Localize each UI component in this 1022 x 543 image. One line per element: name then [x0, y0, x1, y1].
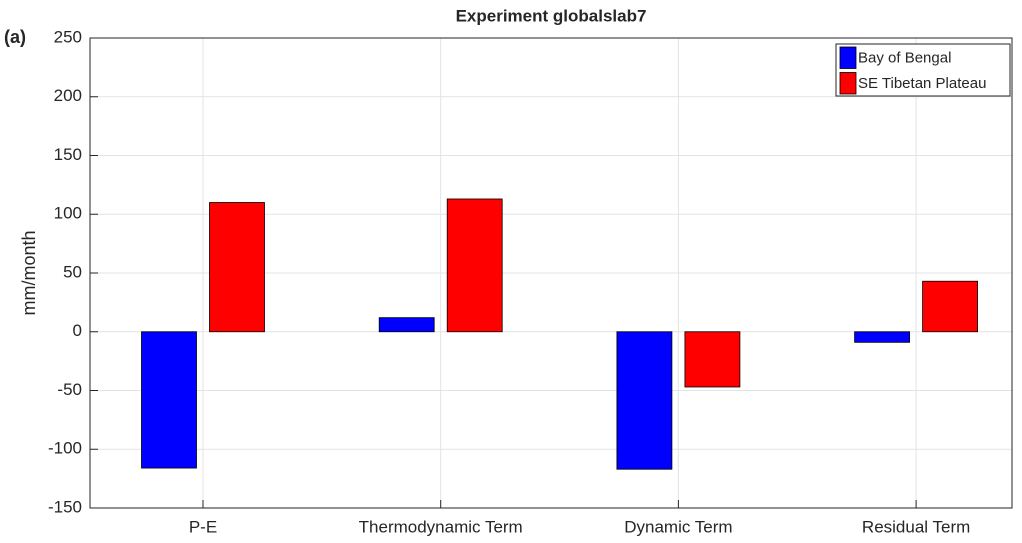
- panel-label: (a): [4, 27, 26, 47]
- legend-label: SE Tibetan Plateau: [858, 75, 986, 92]
- bar: [209, 202, 265, 333]
- y-tick-label: 250: [54, 27, 82, 46]
- legend: Bay of Bengal SE Tibetan Plateau: [835, 43, 1011, 97]
- bar: [141, 331, 197, 469]
- chart-title: Experiment globalslab7: [456, 6, 647, 25]
- x-tick-label: Dynamic Term: [624, 517, 732, 536]
- y-tick-label: -150: [48, 497, 82, 516]
- bar: [854, 331, 910, 343]
- y-tick-label: 200: [54, 86, 82, 105]
- legend-swatch: [839, 72, 857, 95]
- y-tick-label: 0: [73, 321, 82, 340]
- bar: [446, 198, 503, 333]
- plot-frame: [89, 37, 1013, 509]
- bar: [922, 280, 978, 333]
- y-tick-label: 150: [54, 145, 82, 164]
- bar: [684, 331, 741, 388]
- y-axis-label: mm/month: [19, 230, 39, 315]
- y-tick-label: 50: [63, 262, 82, 281]
- y-tick-label: -100: [48, 439, 82, 458]
- bar: [616, 331, 673, 470]
- legend-swatch: [839, 46, 857, 69]
- x-tick-label: Residual Term: [862, 517, 970, 536]
- x-tick-label: P-E: [189, 517, 217, 536]
- x-tick-label: Thermodynamic Term: [359, 517, 523, 536]
- bar: [378, 317, 435, 333]
- legend-box: [835, 43, 1011, 97]
- y-tick-label: 100: [54, 204, 82, 223]
- legend-label: Bay of Bengal: [858, 50, 951, 67]
- y-tick-label: -50: [57, 380, 82, 399]
